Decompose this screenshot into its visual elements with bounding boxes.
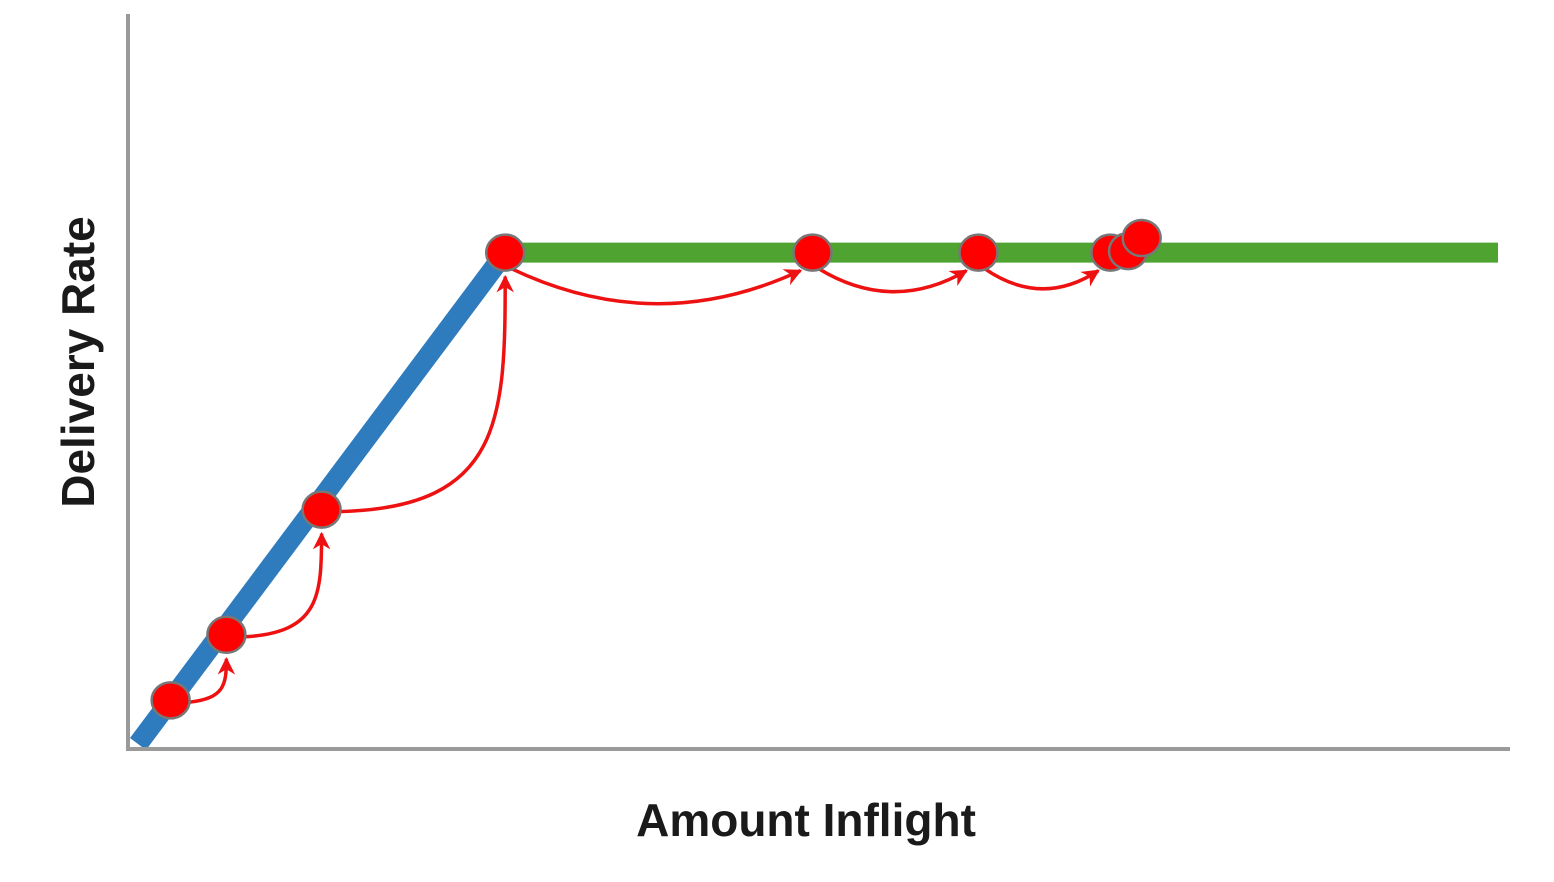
- arrow-0: [188, 657, 236, 705]
- data-point-2: [301, 490, 342, 529]
- data-point-1: [206, 615, 247, 655]
- data-point-5: [958, 233, 999, 272]
- data-point-0: [150, 681, 191, 720]
- x-axis-title: Amount Inflight: [636, 794, 976, 846]
- data-point-4: [792, 233, 833, 272]
- series-lines: [129, 242, 1498, 750]
- data-points: [150, 218, 1162, 720]
- transition-arrows: [188, 267, 1100, 705]
- data-point-3: [484, 233, 526, 272]
- arrow-4: [817, 267, 968, 294]
- arrow-2: [339, 274, 514, 514]
- arrow-3: [510, 267, 803, 306]
- arrow-1: [244, 531, 331, 639]
- y-axis-title: Delivery Rate: [52, 216, 104, 508]
- data-point-8: [1121, 218, 1162, 258]
- arrow-5: [983, 267, 1100, 291]
